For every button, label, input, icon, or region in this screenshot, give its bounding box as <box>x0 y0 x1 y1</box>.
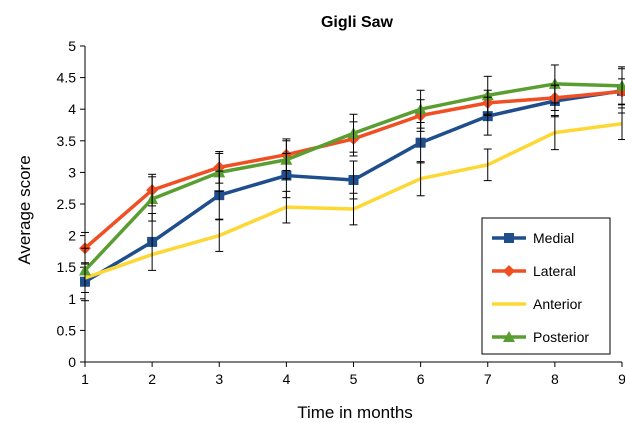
y-tick-label: 3 <box>68 164 76 180</box>
y-tick-label: 4 <box>68 101 76 117</box>
y-tick-label: 3.5 <box>57 133 77 149</box>
data-point-square <box>504 233 514 243</box>
axes: 0 0.5 1 1.5 2 2.5 3 3.5 4 4.5 5 1 2 3 4 5 6 7 8 9 <box>57 38 625 387</box>
x-tick-label: 6 <box>417 371 425 387</box>
legend-label: Anterior <box>533 296 582 312</box>
x-tick-label: 7 <box>484 371 492 387</box>
legend-label: Medial <box>533 230 574 246</box>
legend-item-posterior: Posterior <box>492 329 589 345</box>
legend-item-lateral: Lateral <box>492 263 576 279</box>
data-point-triangle <box>503 331 515 342</box>
y-tick-label: 0 <box>68 354 76 370</box>
x-tick-label: 4 <box>282 371 290 387</box>
x-tick-label: 8 <box>551 371 559 387</box>
x-tick-label: 5 <box>350 371 358 387</box>
x-tick-label: 1 <box>81 371 89 387</box>
y-tick-label: 2.5 <box>57 196 77 212</box>
data-point-diamond <box>503 265 515 277</box>
x-tick-label: 3 <box>215 371 223 387</box>
legend-item-medial: Medial <box>492 230 574 246</box>
error-bars <box>81 64 625 302</box>
legend-box <box>481 217 611 355</box>
legend-label: Lateral <box>533 263 576 279</box>
data-point-triangle <box>616 79 625 91</box>
x-axis-label: Time in months <box>297 403 413 422</box>
y-tick-label: 1.5 <box>57 259 77 275</box>
y-tick-label: 2 <box>68 228 76 244</box>
plot-area <box>79 64 625 302</box>
x-tick-label: 2 <box>148 371 156 387</box>
legend: Medial Lateral Anterior Posterior <box>481 217 611 355</box>
y-tick-label: 4.5 <box>57 70 77 86</box>
y-axis-label: Average score <box>15 155 34 264</box>
legend-item-anterior: Anterior <box>492 296 582 312</box>
chart-title: Gigli Saw <box>321 14 394 31</box>
y-tick-label: 1 <box>68 291 76 307</box>
legend-label: Posterior <box>533 329 589 345</box>
y-tick-label: 5 <box>68 38 76 54</box>
y-tick-label: 0.5 <box>57 322 77 338</box>
x-tick-label: 9 <box>618 371 625 387</box>
